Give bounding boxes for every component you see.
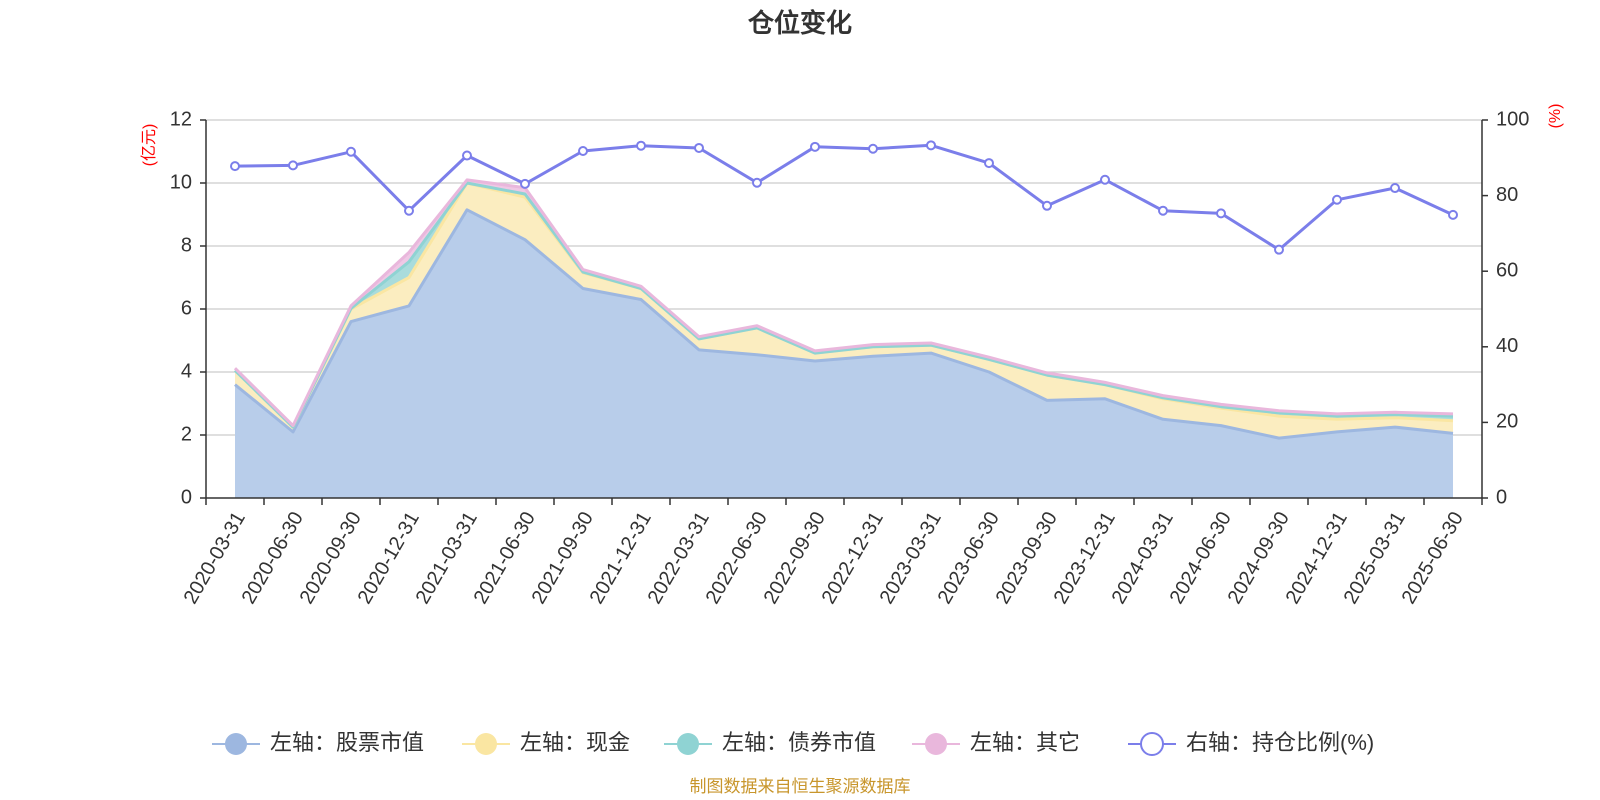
area-line-0 <box>234 208 1454 440</box>
left-tick-label: 2 <box>181 423 192 445</box>
data-source-note: 制图数据来自恒生聚源数据库 <box>690 777 911 796</box>
ratio-point <box>1274 244 1284 255</box>
legend: 左轴：股票市值 左轴：现金 左轴：债券市值 左轴：其它 右轴：持仓比例(%) <box>212 730 1374 756</box>
left-axis-unit: (亿元) <box>140 124 158 167</box>
right-axis-unit: (%) <box>1547 104 1564 129</box>
ratio-point <box>230 161 240 172</box>
ratio-point <box>578 145 588 156</box>
legend-label: 右轴：持仓比例(%) <box>1186 730 1374 755</box>
area-1 <box>235 183 1453 439</box>
ratio-point <box>1332 194 1342 205</box>
x-tick-label: 2025-06-30 <box>1398 508 1468 608</box>
right-tick-label: 40 <box>1496 335 1518 357</box>
left-tick-label: 6 <box>181 297 192 319</box>
ratio-point <box>810 141 820 152</box>
ratio-point <box>404 205 414 216</box>
ratio-point <box>462 150 472 161</box>
left-tick-label: 10 <box>170 171 192 193</box>
ratio-point <box>926 140 936 151</box>
right-tick-label: 100 <box>1496 108 1529 130</box>
legend-label: 左轴：现金 <box>520 730 630 755</box>
ratio-point <box>1158 205 1168 216</box>
ratio-point <box>1448 209 1458 220</box>
legend-marker <box>475 733 497 755</box>
right-tick-label: 20 <box>1496 411 1518 433</box>
legend-label: 左轴：其它 <box>970 730 1080 755</box>
area-0 <box>235 209 1453 499</box>
legend-label: 左轴：股票市值 <box>270 730 424 755</box>
right-tick-label: 80 <box>1496 184 1518 206</box>
left-tick-label: 8 <box>181 234 192 256</box>
ratio-point <box>1390 183 1400 194</box>
ratio-point <box>752 177 762 188</box>
legend-marker <box>677 733 699 755</box>
left-tick-label: 0 <box>181 486 192 508</box>
area-line-2 <box>233 181 1454 429</box>
legend-label: 左轴：债券市值 <box>722 730 876 755</box>
legend-marker <box>1140 732 1164 756</box>
left-tick-label: 4 <box>181 360 192 382</box>
right-tick-label: 0 <box>1496 486 1507 508</box>
right-tick-label: 60 <box>1496 259 1518 281</box>
ratio-point <box>1100 174 1110 185</box>
ratio-point <box>520 178 530 189</box>
ratio-point <box>694 142 704 153</box>
ratio-point <box>1042 200 1052 211</box>
legend-marker <box>925 733 947 755</box>
ratio-point <box>1216 208 1226 219</box>
ratio-point <box>984 158 994 169</box>
ratio-line-series <box>230 140 1458 255</box>
left-tick-label: 12 <box>170 108 192 130</box>
ratio-point <box>346 146 356 157</box>
area-line-3 <box>233 178 1454 428</box>
chart-title: 仓位变化 <box>747 8 852 38</box>
stacked-areas <box>233 178 1454 499</box>
ratio-point <box>288 160 298 171</box>
ratio-point <box>636 140 646 151</box>
ratio-point <box>868 143 878 154</box>
legend-marker <box>225 733 247 755</box>
ratio-line <box>234 143 1454 252</box>
